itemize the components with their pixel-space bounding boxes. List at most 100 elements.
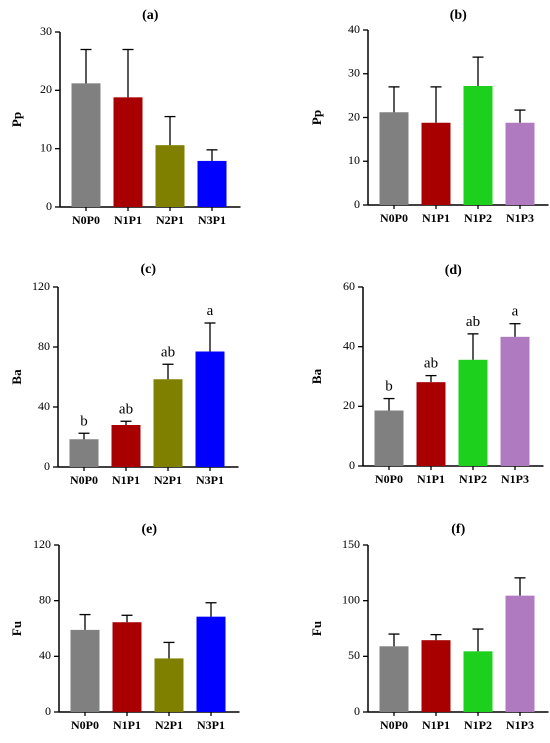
panel-3: (c) Ba 0 40 80 120 N0P0 b N1P1 ab N2P1 ab N3P1 a <box>9 262 239 487</box>
bar-n0p0 <box>69 439 99 467</box>
panel-title: (a) <box>142 8 159 23</box>
panel-1: (a) Pp 0 10 20 30 N0P0 N1P1 N2P1 N3P1 <box>9 8 241 227</box>
x-tick-label: N1P2 <box>464 211 492 225</box>
panel-title: (f) <box>451 522 465 537</box>
y-tick-label: 40 <box>348 22 360 36</box>
significance-letter: a <box>512 304 519 320</box>
bar-n1p1 <box>421 640 451 712</box>
y-tick-label: 60 <box>343 279 355 293</box>
bar-n3p1 <box>195 351 225 467</box>
y-axis-label: Pp <box>9 112 24 127</box>
y-tick-label: 0 <box>44 459 50 473</box>
y-axis-label: Fu <box>9 621 24 636</box>
bar-n1p1 <box>111 425 141 467</box>
significance-letter: a <box>207 303 214 319</box>
y-tick-label: 150 <box>342 537 360 551</box>
x-tick-label: N1P1 <box>422 718 450 732</box>
x-tick-label: N3P1 <box>197 718 225 732</box>
x-tick-label: N2P1 <box>154 473 182 487</box>
y-tick-label: 120 <box>33 537 51 551</box>
y-tick-label: 100 <box>342 592 360 606</box>
x-tick-label: N1P2 <box>464 718 492 732</box>
y-tick-label: 30 <box>40 24 52 38</box>
bar-n1p1 <box>112 622 142 712</box>
bar-n1p1 <box>113 97 143 207</box>
y-axis-label: Pp <box>309 110 324 125</box>
bar-n1p3 <box>505 122 535 205</box>
y-axis-label: Ba <box>9 369 24 385</box>
significance-letter: ab <box>119 401 133 417</box>
x-tick-label: N0P0 <box>70 473 98 487</box>
x-tick-label: N0P0 <box>375 472 403 486</box>
x-tick-label: N1P3 <box>506 211 534 225</box>
bar-n2p1 <box>155 145 185 207</box>
x-tick-label: N0P0 <box>72 213 100 227</box>
y-tick-label: 80 <box>38 339 50 353</box>
y-tick-label: 40 <box>38 399 50 413</box>
y-tick-label: 10 <box>40 140 52 154</box>
y-tick-label: 0 <box>354 704 360 718</box>
x-tick-label: N1P1 <box>422 211 450 225</box>
x-tick-label: N1P2 <box>459 472 487 486</box>
x-tick-label: N0P0 <box>380 211 408 225</box>
bar-n0p0 <box>379 112 409 205</box>
bar-n2p1 <box>154 658 184 712</box>
x-tick-label: N1P1 <box>112 473 140 487</box>
x-tick-label: N3P1 <box>196 473 224 487</box>
y-tick-label: 0 <box>354 197 360 211</box>
x-tick-label: N2P1 <box>155 718 183 732</box>
y-tick-label: 0 <box>45 704 51 718</box>
panel-title: (c) <box>140 262 156 277</box>
bar-n0p0 <box>379 646 409 712</box>
x-tick-label: N0P0 <box>380 718 408 732</box>
x-tick-label: N0P0 <box>71 718 99 732</box>
y-tick-label: 30 <box>348 66 360 80</box>
y-axis-label: Ba <box>309 368 324 384</box>
bar-n0p0 <box>374 410 404 466</box>
x-tick-label: N3P1 <box>198 213 226 227</box>
x-tick-label: N1P3 <box>501 472 529 486</box>
bar-n1p2 <box>463 86 493 205</box>
bar-n1p1 <box>416 382 446 466</box>
bar-n1p2 <box>463 651 493 712</box>
y-tick-label: 20 <box>343 398 355 412</box>
y-tick-label: 20 <box>348 109 360 123</box>
bar-n0p0 <box>70 629 100 712</box>
y-tick-label: 10 <box>348 153 360 167</box>
y-tick-label: 50 <box>348 648 360 662</box>
panel-4: (d) Ba 0 20 40 60 N0P0 b N1P1 ab N1P2 ab N1P3 a <box>309 263 544 486</box>
bar-n2p1 <box>153 379 183 467</box>
x-tick-label: N2P1 <box>156 213 184 227</box>
panel-5: (e) Fu 0 40 80 120 N0P0 N1P1 N2P1 N3P1 <box>9 522 240 732</box>
y-tick-label: 120 <box>32 279 50 293</box>
bar-n1p2 <box>458 359 488 466</box>
bar-n3p1 <box>196 616 226 712</box>
bar-n1p3 <box>505 595 535 712</box>
y-tick-label: 0 <box>46 199 52 213</box>
panel-6: (f) Fu 0 50 100 150 N0P0 N1P1 N1P2 N1P3 <box>309 522 549 732</box>
significance-letter: b <box>80 413 88 429</box>
y-tick-label: 0 <box>349 458 355 472</box>
x-tick-label: N1P1 <box>114 213 142 227</box>
y-tick-label: 80 <box>39 592 51 606</box>
x-tick-label: N1P1 <box>113 718 141 732</box>
x-tick-label: N1P1 <box>417 472 445 486</box>
y-tick-label: 20 <box>40 82 52 96</box>
bar-n0p0 <box>71 83 101 207</box>
panel-title: (b) <box>450 8 467 23</box>
y-tick-label: 40 <box>39 648 51 662</box>
bar-n3p1 <box>197 160 227 207</box>
significance-letter: ab <box>466 314 480 330</box>
significance-letter: ab <box>424 356 438 372</box>
significance-letter: ab <box>161 344 175 360</box>
y-axis-label: Fu <box>309 621 324 636</box>
significance-letter: b <box>385 379 393 395</box>
bar-n1p1 <box>421 122 451 205</box>
x-tick-label: N1P3 <box>506 718 534 732</box>
bar-n1p3 <box>500 336 530 466</box>
y-tick-label: 40 <box>343 338 355 352</box>
panel-title: (e) <box>141 522 157 537</box>
panel-2: (b) Pp 0 10 20 30 40 N0P0 N1P1 N1P2 N1P3 <box>309 8 549 225</box>
panel-title: (d) <box>445 263 462 278</box>
